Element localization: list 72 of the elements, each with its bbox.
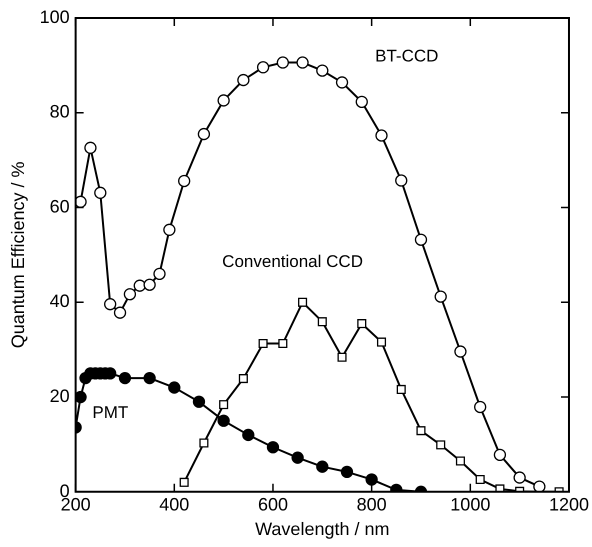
text: Conventional CCD: [222, 252, 363, 271]
y-tick-label: 60: [50, 196, 70, 216]
point: [258, 338, 268, 348]
point: [434, 290, 447, 303]
point: [192, 396, 206, 408]
point: [217, 414, 230, 427]
point: [143, 372, 156, 384]
point: [494, 448, 506, 461]
x-tick-label: 1000: [450, 494, 490, 515]
x-axis-title: Wavelength / nm: [255, 519, 390, 540]
point: [436, 440, 446, 450]
point: [365, 473, 378, 486]
point: [513, 471, 526, 484]
point: [219, 400, 228, 410]
point: [143, 278, 156, 291]
point: [356, 96, 368, 108]
point: [124, 288, 136, 300]
point: [134, 280, 146, 292]
y-tick-label: 40: [50, 291, 70, 312]
point: [256, 61, 270, 74]
point: [94, 186, 106, 199]
point: [163, 224, 176, 236]
y-tick-label: 100: [40, 6, 70, 27]
point: [375, 129, 388, 142]
point: [153, 268, 166, 280]
point: [476, 474, 485, 484]
point: [180, 478, 189, 487]
point: [84, 142, 97, 154]
point: [533, 480, 546, 492]
point: [456, 456, 465, 466]
point: [198, 128, 210, 140]
point: [217, 94, 230, 107]
point: [291, 452, 304, 464]
point: [416, 426, 426, 436]
point: [316, 64, 328, 77]
point: [238, 374, 248, 384]
point: [168, 381, 180, 394]
y-tick-label: 80: [50, 102, 70, 122]
point: [395, 174, 408, 187]
point: [114, 306, 126, 319]
point: [338, 352, 347, 362]
point: [376, 338, 386, 347]
y-axis-title: Quantum Efficiency / %: [8, 162, 28, 348]
point: [276, 56, 289, 69]
point: [118, 372, 132, 384]
x-tick-label: 800: [356, 494, 387, 515]
point: [454, 345, 467, 358]
point: [357, 319, 366, 328]
series-label: PMT: [92, 403, 128, 422]
point: [296, 56, 309, 69]
x-tick-label: 400: [159, 494, 190, 515]
point: [178, 174, 190, 188]
point: [278, 338, 288, 348]
point: [298, 298, 308, 307]
point: [396, 384, 406, 394]
point: [199, 438, 208, 448]
point: [474, 400, 486, 414]
point: [76, 390, 87, 404]
point: [414, 234, 428, 246]
x-tick-label: 1200: [548, 494, 589, 515]
point: [340, 466, 354, 478]
point: [76, 196, 87, 208]
series-label: BT-CCD: [375, 46, 438, 66]
point: [316, 460, 328, 473]
point: [237, 74, 250, 86]
point: [104, 298, 116, 310]
point: [336, 76, 348, 89]
y-tick-label: 20: [50, 386, 70, 406]
point: [318, 317, 327, 326]
point: [266, 441, 280, 454]
point: [242, 428, 254, 442]
x-tick-label: 600: [258, 494, 288, 515]
